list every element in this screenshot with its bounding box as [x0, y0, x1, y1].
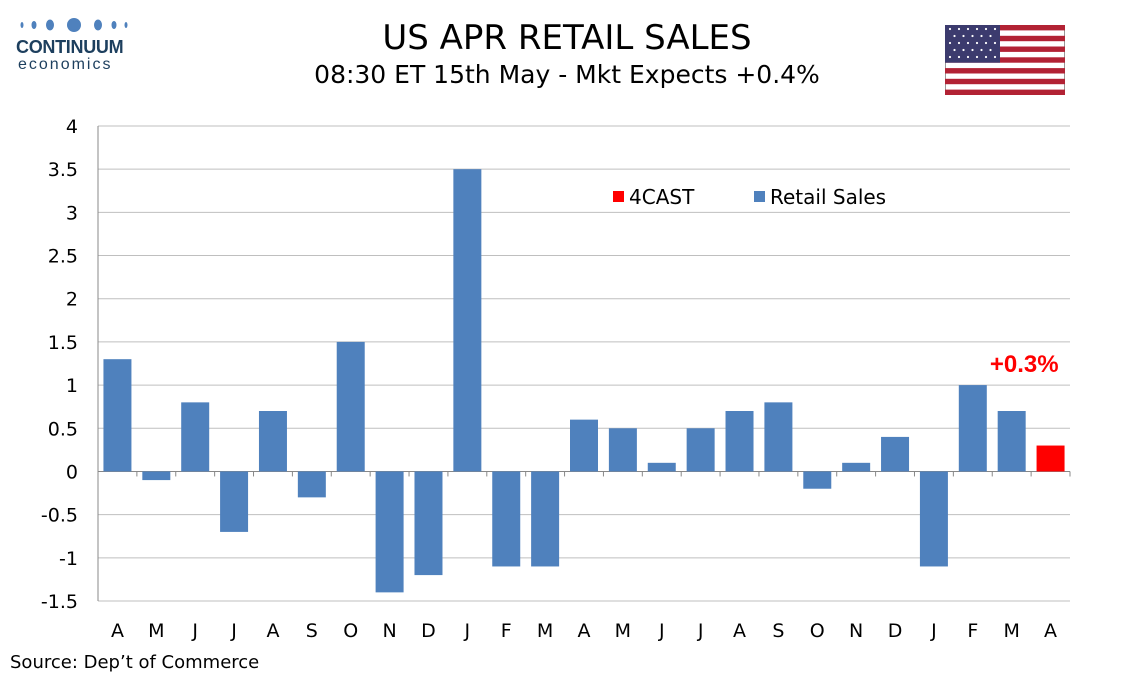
x-category-label: N [849, 620, 863, 642]
x-category-label: J [230, 620, 237, 642]
y-tick-label: 0.5 [48, 418, 78, 440]
retail-sales-bar [570, 419, 598, 472]
retail-sales-bar [531, 471, 560, 567]
x-category-label: F [967, 620, 978, 642]
y-tick-label: 3.5 [48, 159, 78, 181]
legend-label-retail: Retail Sales [770, 185, 886, 209]
x-category-label: D [421, 620, 436, 642]
retail-sales-bar [414, 471, 443, 576]
x-category-label: A [1044, 620, 1057, 642]
retail-sales-bar [220, 471, 249, 532]
legend-swatch-retail [754, 191, 765, 202]
retail-sales-bar [181, 402, 210, 472]
forecast-annotation: +0.3% [990, 351, 1059, 378]
us-flag-icon [945, 25, 1065, 95]
logo-subtitle: economics [18, 56, 113, 73]
legend-label-forecast: 4CAST [629, 185, 695, 209]
continuum-logo: CONTINUUM economics [12, 12, 142, 82]
retail-sales-bar [919, 471, 948, 567]
retail-sales-bar [608, 428, 637, 472]
y-tick-label: -1 [59, 548, 78, 570]
retail-sales-bar [297, 471, 326, 498]
x-category-label: F [501, 620, 512, 642]
forecast-bar [1036, 445, 1065, 472]
logo-name: CONTINUUM [16, 37, 124, 57]
x-category-label: N [382, 620, 396, 642]
y-tick-label: 2.5 [48, 246, 78, 268]
retail-sales-bar [336, 341, 365, 472]
x-category-label: A [733, 620, 746, 642]
x-category-label: M [148, 620, 164, 642]
x-category-label: O [810, 620, 825, 642]
y-tick-label: 2 [66, 289, 78, 311]
retail-sales-bar [881, 436, 910, 472]
x-category-label: M [537, 620, 553, 642]
y-tick-label: -1.5 [41, 591, 78, 613]
x-category-label: J [658, 620, 665, 642]
retail-sales-bar [103, 359, 132, 472]
logo-dots-icon [20, 18, 128, 32]
retail-sales-bar [997, 411, 1026, 472]
retail-sales-bar [842, 462, 871, 472]
source-note: Source: Dep’t of Commerce [10, 652, 260, 673]
y-tick-label: 0 [66, 461, 78, 483]
x-category-label: A [266, 620, 279, 642]
x-category-label: M [1003, 620, 1019, 642]
y-tick-label: 4 [66, 116, 78, 138]
x-category-label: M [615, 620, 631, 642]
chart-title: US APR RETAIL SALES [382, 18, 752, 58]
x-category-label: J [464, 620, 471, 642]
chart-subtitle: 08:30 ET 15th May - Mkt Expects +0.4% [314, 60, 820, 89]
legend-swatch-forecast [613, 191, 624, 202]
retail-sales-bar [142, 471, 171, 481]
retail-sales-bar [686, 428, 715, 472]
x-category-label: J [697, 620, 704, 642]
retail-sales-bar [803, 471, 832, 489]
x-category-label: A [111, 620, 124, 642]
retail-sales-bar [958, 385, 987, 472]
y-tick-label: 3 [66, 202, 78, 224]
x-category-label: O [343, 620, 358, 642]
x-category-label: S [772, 620, 784, 642]
retail-sales-bar [258, 411, 287, 472]
retail-sales-bar [647, 462, 676, 472]
retail-sales-bar [375, 471, 404, 593]
x-category-label: J [930, 620, 937, 642]
x-category-label: S [306, 620, 318, 642]
retail-sales-bar [764, 402, 793, 472]
x-category-label: J [191, 620, 198, 642]
retail-sales-bar [725, 411, 754, 472]
x-category-label: D [888, 620, 903, 642]
x-category-label: A [578, 620, 591, 642]
y-tick-label: 1.5 [48, 332, 78, 354]
retail-sales-bar [492, 471, 521, 567]
retail-sales-bar [453, 169, 482, 472]
y-tick-label: -0.5 [41, 505, 78, 527]
y-tick-label: 1 [66, 375, 78, 397]
